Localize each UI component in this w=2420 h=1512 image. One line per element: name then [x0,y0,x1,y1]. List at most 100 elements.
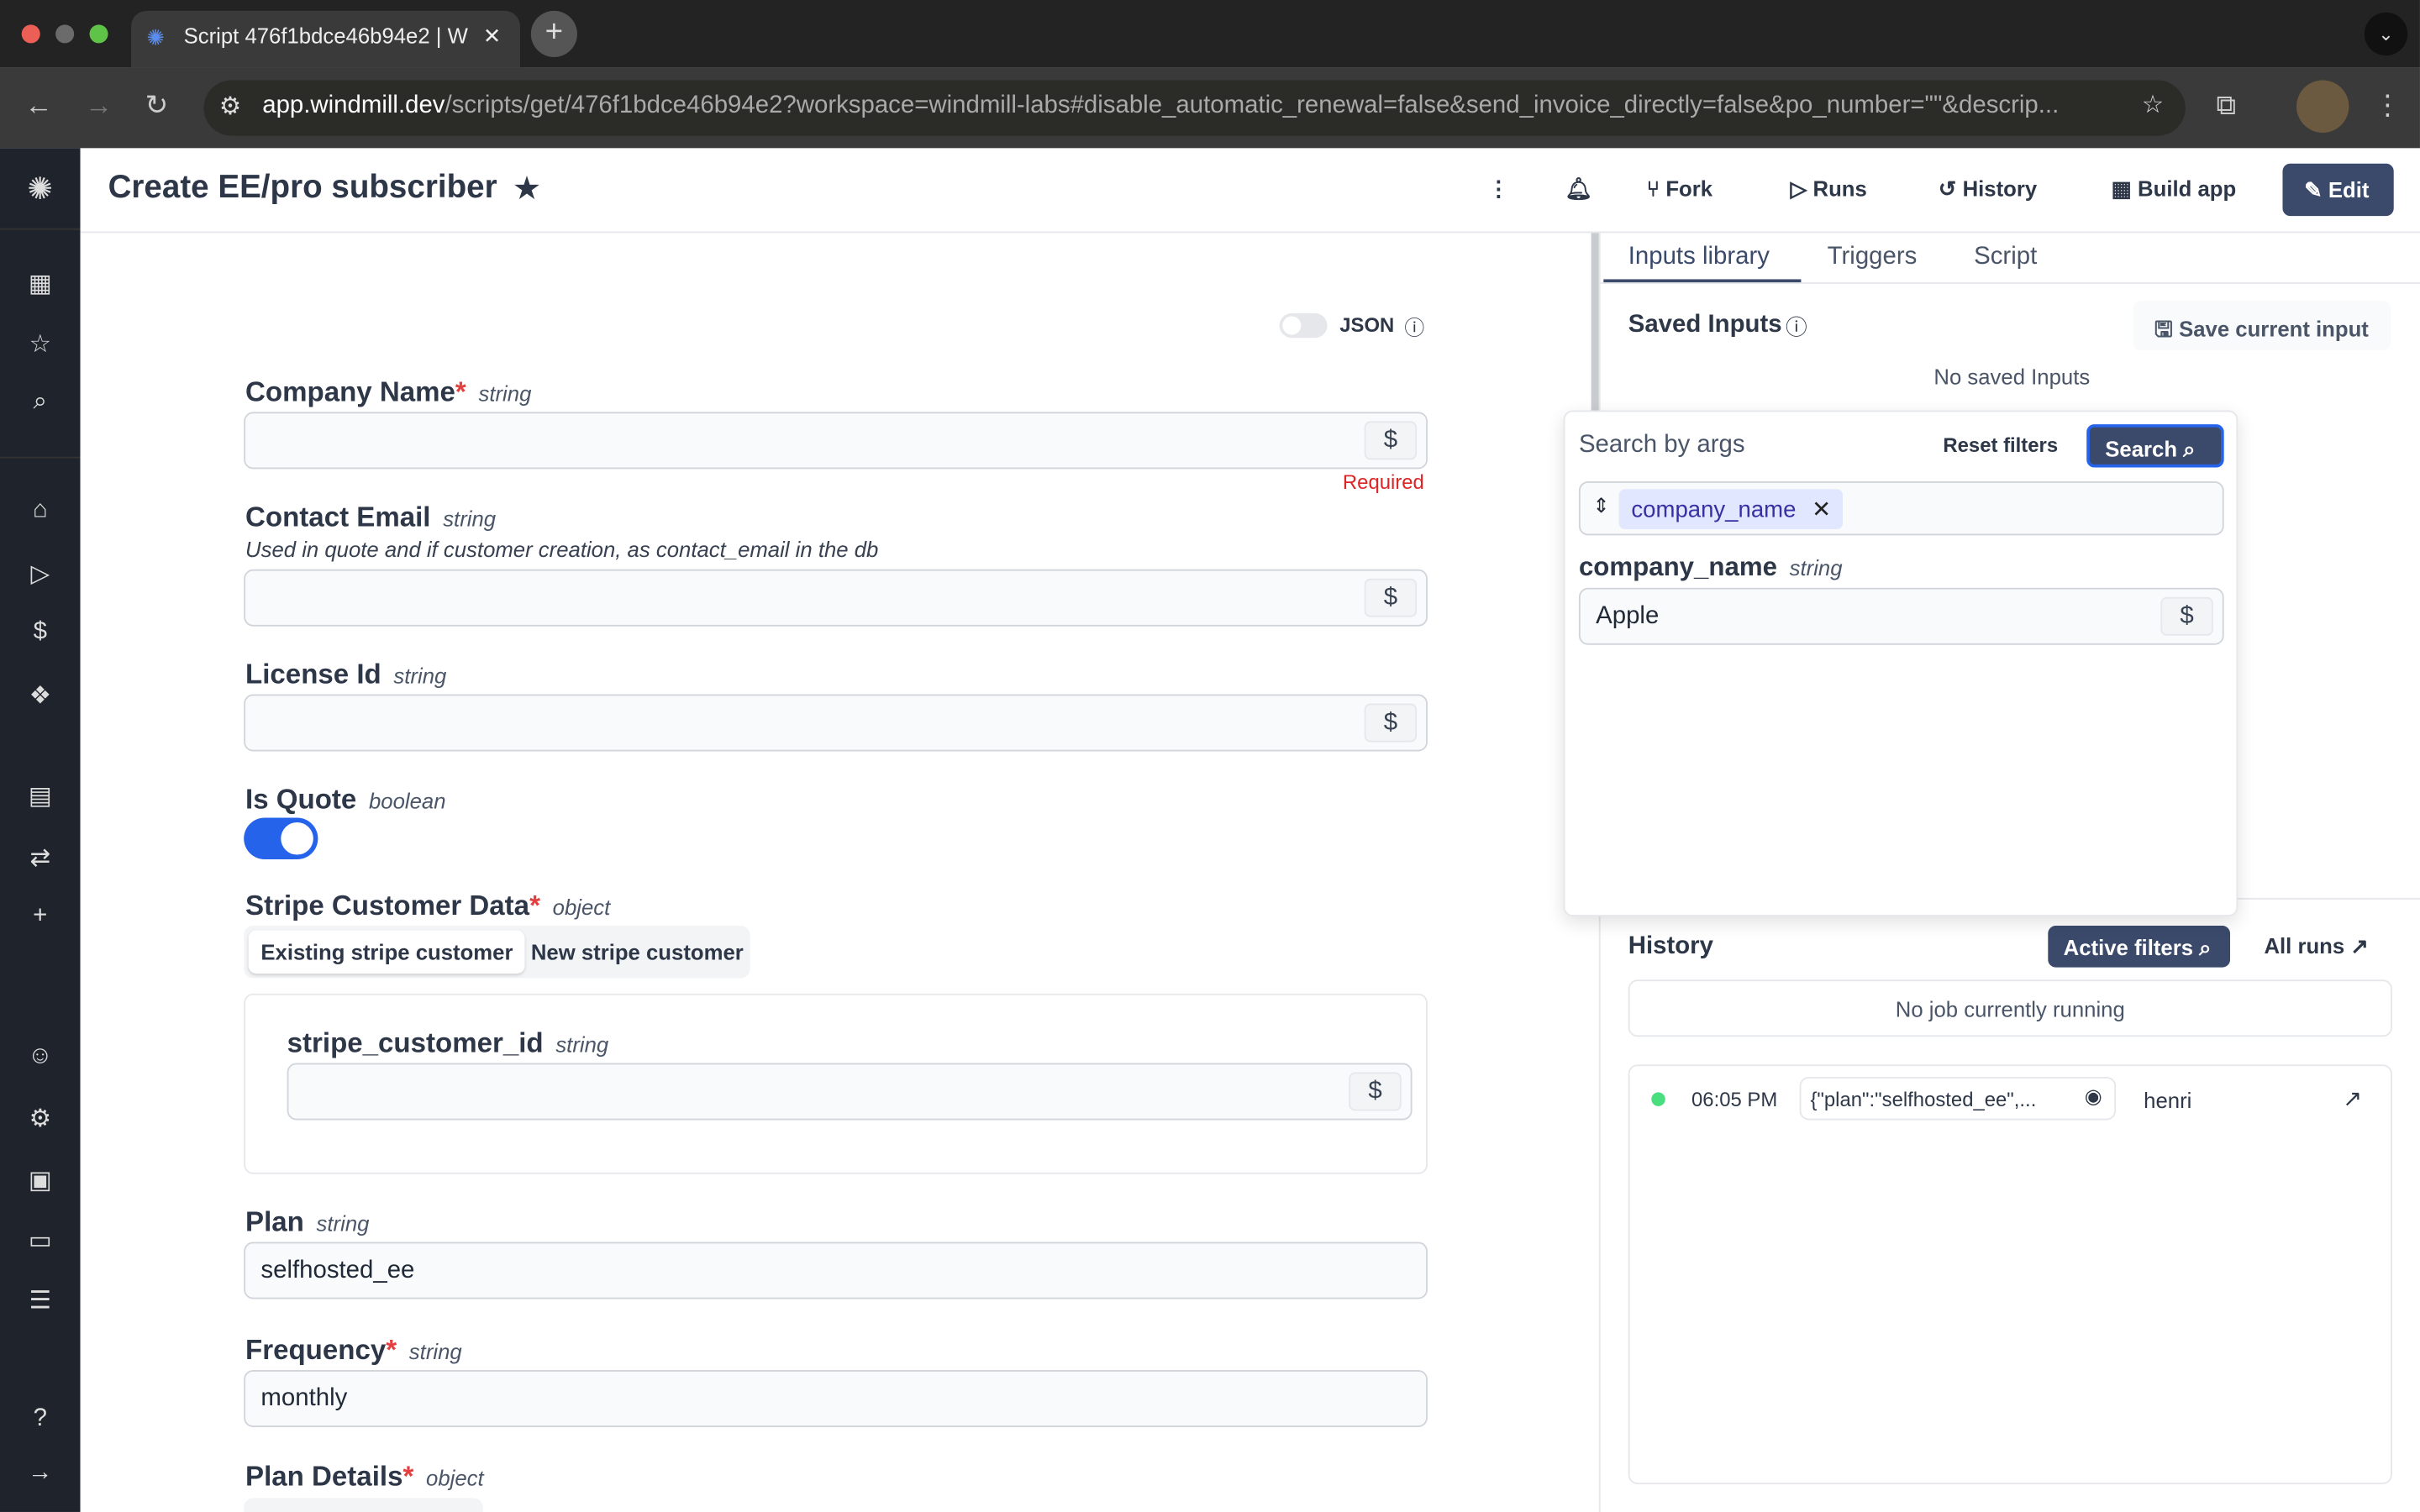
url-input[interactable]: ⚙ app.windmill.dev/scripts/get/476f1bdce… [203,80,2186,136]
home-icon[interactable]: ⌂ [32,496,48,523]
workers-bot-icon[interactable]: ▣ [28,1168,52,1194]
dollar-toggle-button[interactable]: $ [1349,1072,1402,1111]
maximize-window-button[interactable] [89,24,108,44]
company-name-arg-input[interactable]: Apple $ [1578,587,2224,645]
site-info-icon[interactable]: ⚙ [218,94,242,121]
edit-label: Edit [2328,177,2370,202]
tab-inputs-library[interactable]: Inputs library [1628,244,1770,270]
company-name-arg-label: company_name string [1578,552,1843,582]
search-button[interactable]: Search ⌕ [2086,424,2224,468]
plan-input[interactable]: selfhosted_ee [244,1242,1428,1299]
build-app-button[interactable]: ▦ Build app [2112,176,2237,202]
pane-resize-handle[interactable] [1591,233,1599,411]
search-label: Search [2105,436,2178,462]
edit-button[interactable]: ✎ Edit [2282,163,2394,217]
layout-icon: ▦ [2111,176,2132,201]
page-header: Create EE/pro subscriber ★ ⋮ 🔔︎ ⑂ Fork ▷… [80,148,2420,234]
job-row[interactable]: 06:05 PM {"plan":"selfhosted_ee",... ◉ he… [1630,1066,2394,1134]
job-user: henri [2144,1087,2192,1113]
profile-avatar[interactable] [2296,80,2349,133]
reset-filters-button[interactable]: Reset filters [1943,433,2059,457]
company-name-label: Company Name* string [245,376,532,407]
browser-menu-icon[interactable]: ⋮ [2373,89,2402,121]
new-tab-button[interactable]: + [530,10,577,57]
dollar-toggle-button[interactable]: $ [1364,703,1418,743]
close-window-button[interactable] [21,24,40,44]
dollar-toggle-button[interactable]: $ [2160,596,2213,636]
search-by-args-popover: Search by args Reset filters Search ⌕ ⇕ … [1563,410,2238,916]
license-id-input[interactable]: $ [244,694,1428,752]
save-current-input-button[interactable]: 🖫︎ Save current input [2133,301,2391,350]
runs-play-icon[interactable]: ▷ [30,561,50,588]
stripe-customer-id-input[interactable]: $ [287,1063,1413,1121]
schedules-calendar-icon[interactable]: ▤ [28,784,52,811]
job-args[interactable]: {"plan":"selfhosted_ee",... ◉ [1799,1077,2117,1121]
history-button[interactable]: ↺ History [1939,176,2037,202]
logs-list-icon[interactable]: ☰ [29,1288,51,1315]
popover-title: Search by args [1578,432,1745,459]
expand-arrow-icon[interactable]: → [28,1459,53,1486]
tab-triggers[interactable]: Triggers [1827,244,1918,270]
arg-select[interactable]: ⇕ company_name ✕ [1578,481,2224,536]
url-host: app.windmill.dev [262,92,445,119]
browser-tab[interactable]: ✺ Script 476f1bdce46b94e2 | W ✕ [131,10,520,68]
resources-icon[interactable]: ❖ [29,683,51,710]
bookmark-star-icon[interactable]: ☆ [2141,89,2165,121]
search-icon[interactable]: ⌕ [33,388,47,416]
fork-button[interactable]: ⑂ Fork [1647,176,1712,200]
user-icon[interactable]: ☺ [27,1042,53,1069]
contact-email-input[interactable]: $ [244,569,1428,627]
tab-list-chevron-icon[interactable]: ⌄ [2364,12,2408,56]
runs-button[interactable]: ▷ Runs [1791,176,1867,202]
folders-icon[interactable]: ▭ [28,1228,52,1255]
is-quote-label: Is Quote boolean [245,784,446,815]
notifications-bell-icon[interactable]: 🔔︎ [1565,176,1593,201]
arg-chip-label: company_name [1631,496,1797,523]
info-icon: ⓘ [1786,314,1807,340]
frequency-input[interactable]: monthly [244,1369,1428,1427]
minimize-window-button[interactable] [55,24,75,44]
saved-inputs-title: Saved Inputs [1628,312,1782,339]
back-icon[interactable]: ← [24,89,53,121]
help-icon[interactable]: ? [33,1405,47,1432]
job-list: 06:05 PM {"plan":"selfhosted_ee",... ◉ he… [1628,1064,2392,1484]
info-icon: ⓘ [1404,316,1425,340]
triggers-icon[interactable]: ⇄ [29,845,51,872]
url-path: /scripts/get/476f1bdce46b94e2?workspace=… [445,92,2060,119]
select-chevrons-icon: ⇕ [1592,493,1610,517]
search-icon: ⌕ [2183,436,2196,462]
remove-chip-icon[interactable]: ✕ [1812,496,1832,523]
all-runs-link[interactable]: All runs ↗ [2264,933,2368,959]
arg-chip[interactable]: company_name ✕ [1618,489,1844,529]
dollar-toggle-button[interactable]: $ [1364,578,1418,617]
tab-existing-stripe-customer[interactable]: Existing stripe customer [248,930,526,974]
required-error: Required [1342,470,1424,494]
dollar-toggle-button[interactable]: $ [1364,421,1418,460]
tab-script[interactable]: Script [1974,244,2038,270]
is-quote-toggle[interactable] [244,817,318,860]
reload-icon[interactable]: ↻ [145,89,169,121]
json-toggle[interactable] [1279,312,1328,339]
workspace-icon[interactable]: ▦ [28,271,52,298]
plan-label: Plan string [245,1206,370,1238]
eye-icon[interactable]: ◉ [2084,1084,2102,1108]
extensions-icon[interactable]: ⧉ [2216,89,2237,121]
windmill-logo-icon[interactable]: ✺ [27,172,54,207]
forward-icon[interactable]: → [85,89,113,121]
active-filters-button[interactable]: Active filters ⌕ [2048,926,2231,968]
no-saved-inputs-text: No saved Inputs [1933,364,2091,389]
tab-new-stripe-customer[interactable]: New stripe customer [530,939,744,964]
settings-gear-icon[interactable]: ⚙ [29,1105,51,1133]
more-plus-icon[interactable]: + [33,902,48,929]
fork-label: Fork [1665,176,1713,201]
all-runs-label: All runs [2264,933,2345,958]
close-tab-icon[interactable]: ✕ [482,23,502,48]
variables-dollar-icon[interactable]: $ [33,618,47,645]
favorite-star-icon[interactable]: ★ [512,171,542,207]
favorites-star-icon[interactable]: ☆ [29,331,51,359]
browser-tab-bar: ✺ Script 476f1bdce46b94e2 | W ✕ + ⌄ [0,0,2420,68]
open-job-external-icon[interactable]: ↗ [2343,1086,2363,1113]
job-args-text: {"plan":"selfhosted_ee",... [1810,1087,2037,1111]
more-options-icon[interactable]: ⋮ [1487,176,1510,201]
company-name-input[interactable]: $ [244,412,1428,470]
